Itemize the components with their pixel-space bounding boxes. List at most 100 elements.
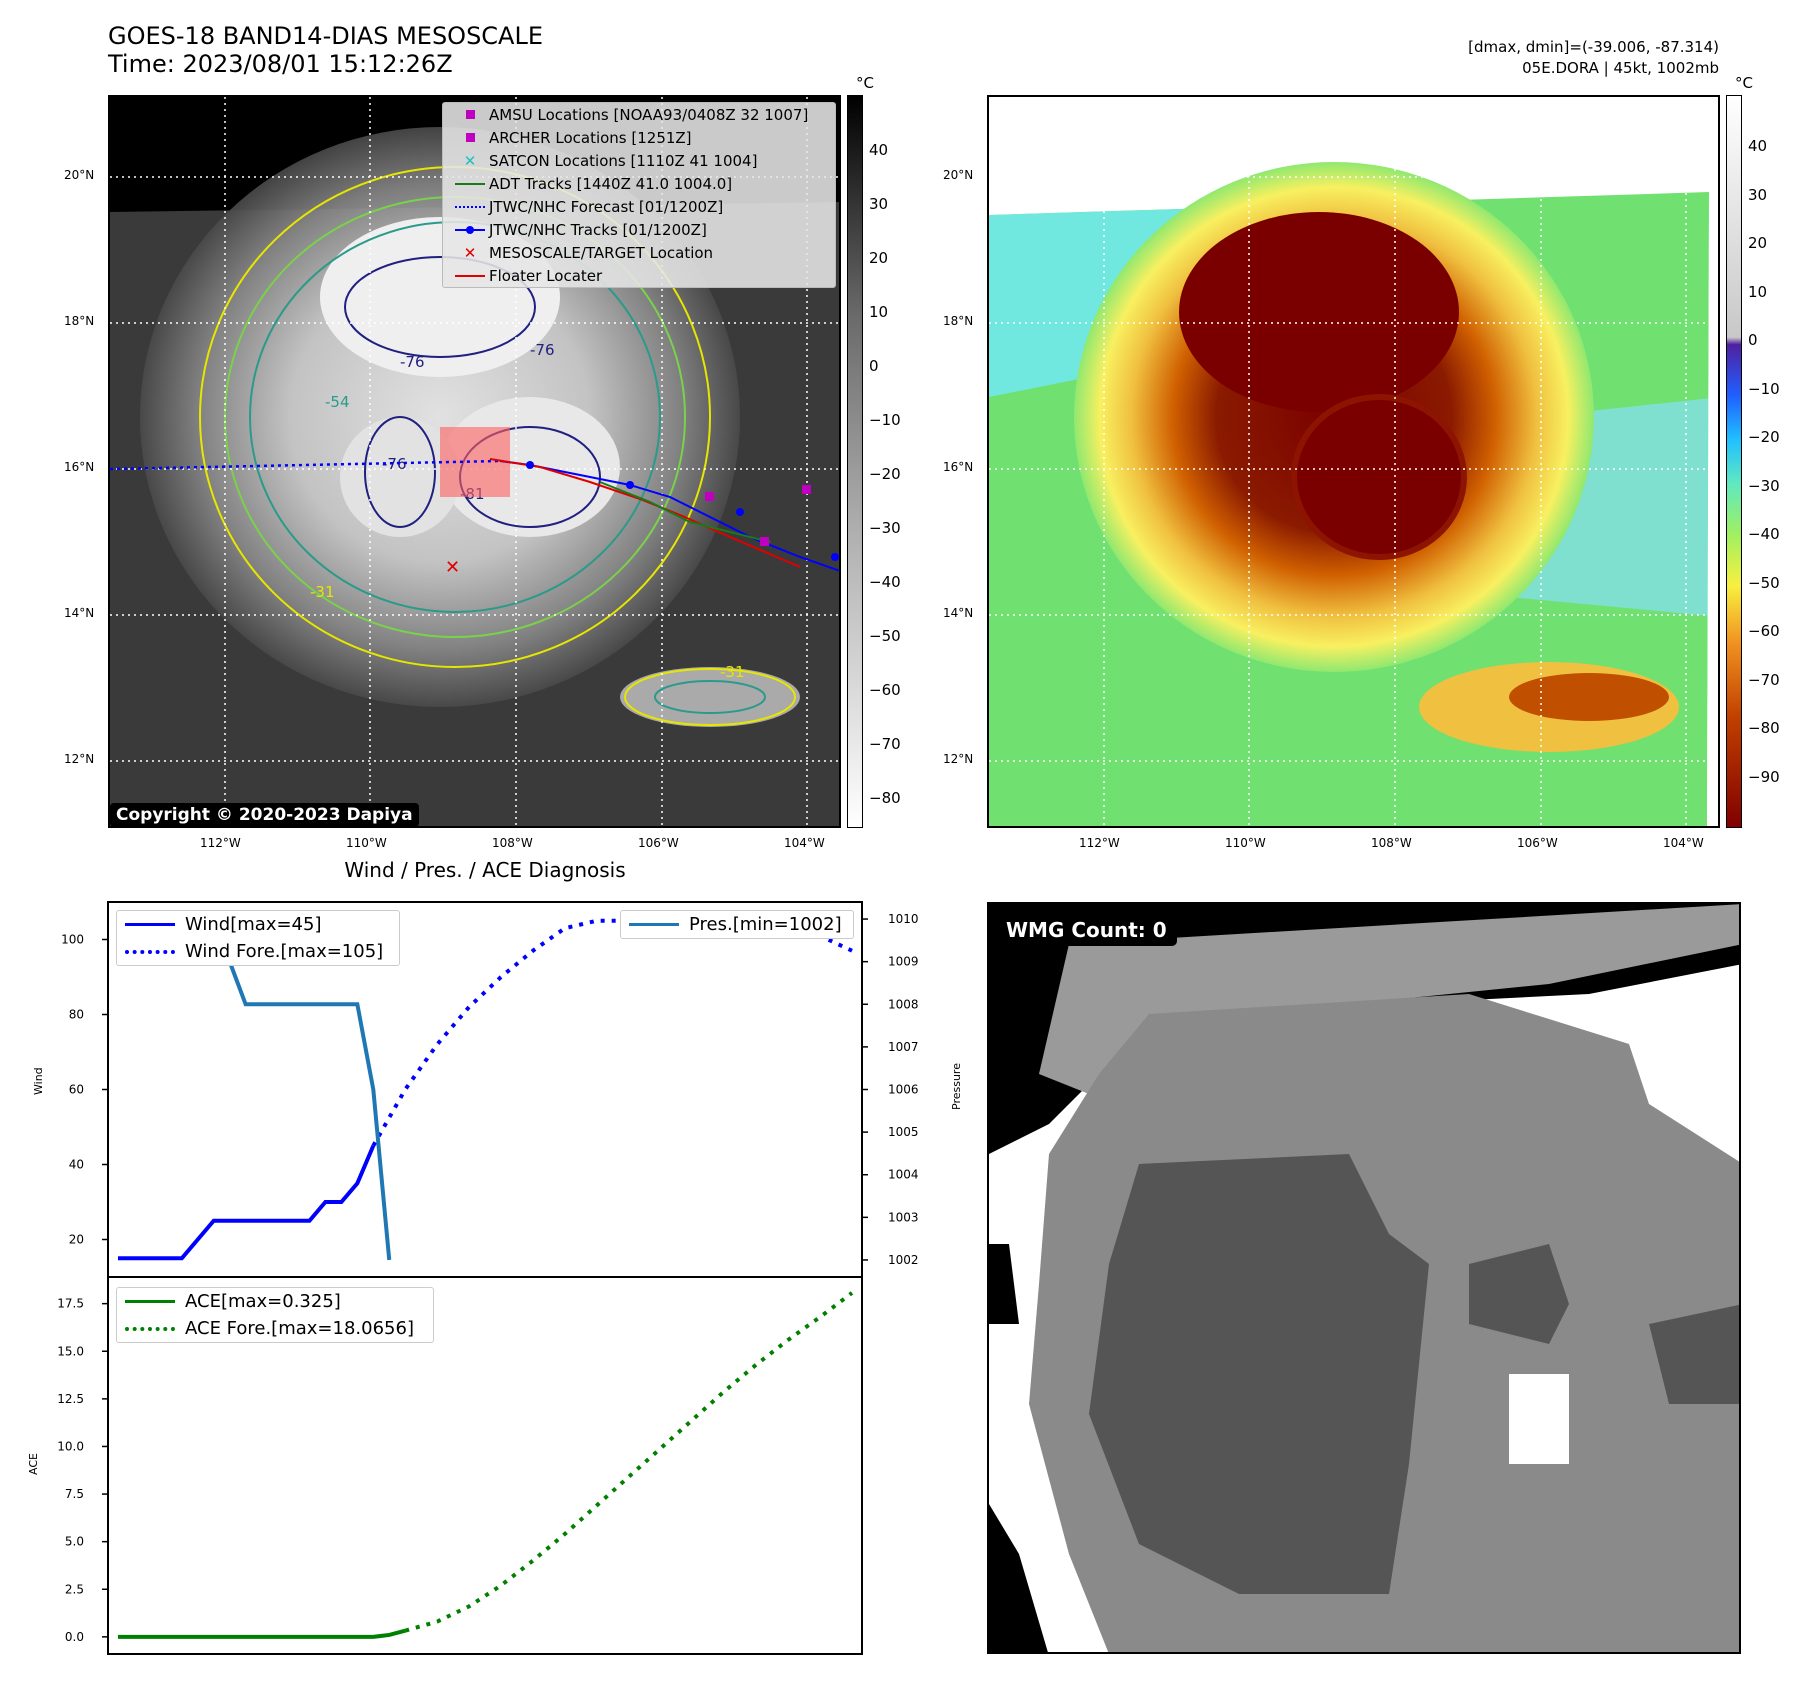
colorbar-tick-label: −20 [869,465,901,483]
ace-legend: ACE[max=0.325] ACE Fore.[max=18.0656] [116,1287,434,1343]
ir-color-map [987,95,1720,828]
pressure-ticks: 1010 1009 1008 1007 1006 1005 1004 1003 1002 [862,912,919,1267]
lat-label: 14°N [943,606,974,620]
lat-label: 18°N [943,314,974,328]
ace-tick-label: 10.0 [57,1439,84,1453]
colorbar-tick-label: 10 [869,303,889,321]
lon-label: 106°W [1517,836,1558,850]
colorbar-tick-label: −60 [869,681,901,699]
legend-item: Wind Fore.[max=105] [117,938,399,965]
colorbar-unit: °C [1735,74,1753,92]
ace-tick-label: 15.0 [57,1344,84,1358]
wind-legend: Wind[max=45] Wind Fore.[max=105] [116,910,400,966]
ace-line [117,1628,406,1639]
colorbar-tick-label: 30 [1748,185,1768,204]
colorbar-tick-label: −60 [1748,622,1780,640]
grid-lines [989,97,1718,826]
legend-item: ACE Fore.[max=18.0656] [117,1315,433,1342]
ace-tick-label: 17.5 [57,1297,84,1311]
lat-label: 20°N [943,168,974,182]
lon-label: 112°W [1079,836,1120,850]
legend-label: JTWC/NHC Tracks [01/1200Z] [489,220,707,239]
wmg-image [989,904,1739,1652]
legend-item: ADT Tracks [1440Z 41.0 1004.0] [443,172,835,195]
lon-label: 112°W [200,836,241,850]
ace-tick-label: 5.0 [65,1535,84,1549]
wmg-panel [987,902,1741,1654]
lon-label: 110°W [1225,836,1266,850]
mesoscale-target-marker: ✕ [445,557,460,578]
legend-label: MESOSCALE/TARGET Location [489,243,714,262]
colorbar-tick-label: −90 [1748,767,1780,786]
pressure-legend: Pres.[min=1002] [620,910,854,939]
legend-item: Floater Locater [443,264,835,287]
adt-track [599,481,771,543]
colorbar-tick-label: −80 [869,789,901,807]
contour-label: -76 [382,455,407,473]
contour-label: -76 [400,353,425,371]
colorbar-tick-label: −40 [1748,525,1780,543]
legend-label: Wind Fore.[max=105] [185,941,384,962]
legend-item: Pres.[min=1002] [621,911,853,938]
legend-item: Wind[max=45] [117,911,399,938]
colorbar-tick-label: 20 [1748,234,1768,252]
legend-label: AMSU Locations [NOAA93/0408Z 32 1007] [489,105,809,124]
ace-tick-label: 7.5 [65,1487,84,1501]
wind-tick-label: 80 [69,1008,84,1022]
amsu-points [705,485,811,546]
legend-label: Wind[max=45] [185,914,322,935]
pressure-tick-label: 1004 [888,1168,919,1182]
legend-label: ADT Tracks [1440Z 41.0 1004.0] [489,174,733,193]
colorbar-tick-label: −30 [1748,476,1780,495]
legend-item: JTWC/NHC Tracks [01/1200Z] [443,218,835,241]
pressure-tick-label: 1006 [888,1083,919,1097]
legend-item: ACE[max=0.325] [117,1288,433,1315]
legend-label: SATCON Locations [1110Z 41 1004] [489,151,758,170]
wmg-count-label: WMG Count: 0 [996,914,1177,946]
lat-label: 12°N [943,752,974,766]
wind-tick-label: 40 [69,1158,84,1172]
colorbar-tick-label: 40 [869,141,889,159]
storm-info-text: 05E.DORA | 45kt, 1002mb [1522,59,1719,77]
colorbar-tick-label: −10 [1748,379,1780,398]
diagnosis-title: Wind / Pres. / ACE Diagnosis [344,858,626,882]
legend-label: ACE[max=0.325] [185,1291,341,1312]
colorbar-tick-label: −70 [1748,670,1780,689]
colorbar-unit: °C [856,74,874,92]
lat-label: 18°N [64,314,95,328]
wind-tick-label: 100 [61,933,84,947]
lat-label: 14°N [64,606,95,620]
contour-label: -54 [325,393,350,411]
lon-label: 108°W [492,836,533,850]
colorbar-tick-label: 0 [1748,331,1758,349]
map-legend: AMSU Locations [NOAA93/0408Z 32 1007] AR… [442,102,836,288]
ace-series [117,1291,854,1639]
legend-label: Pres.[min=1002] [689,914,842,935]
lon-label: 104°W [784,836,825,850]
pressure-tick-label: 1005 [888,1125,919,1139]
lon-label: 108°W [1371,836,1412,850]
colorbar-tick-label: 30 [869,195,889,213]
legend-item: ✕ SATCON Locations [1110Z 41 1004] [463,151,758,170]
figure-title: GOES-18 BAND14-DIAS MESOSCALE [108,22,544,50]
contour-label: -76 [530,341,555,359]
copyright-label: Copyright © 2020-2023 Dapiya [110,803,419,827]
legend-label: ACE Fore.[max=18.0656] [185,1318,414,1339]
colorbar-tick-label: −70 [869,735,901,753]
contour-label: -31 [720,663,745,681]
wind-forecast-line [371,918,853,1147]
legend-item: ✕ MESOSCALE/TARGET Location [463,243,714,262]
colorbar-tick-label: 40 [1748,137,1768,155]
dmax-dmin-text: [dmax, dmin]=(-39.006, -87.314) [1468,38,1719,56]
lon-label: 110°W [346,836,387,850]
wind-line [117,1144,376,1261]
ace-tick-label: 12.5 [57,1392,84,1406]
lat-label: 20°N [64,168,95,182]
gray-colorbar [847,95,863,828]
colorbar-tick-label: 0 [869,357,879,375]
pressure-tick-label: 1002 [888,1253,919,1267]
colorbar-tick-label: −30 [869,519,901,537]
color-colorbar [1726,95,1742,828]
lat-label: 16°N [64,460,95,474]
contour-label: -31 [310,583,335,601]
